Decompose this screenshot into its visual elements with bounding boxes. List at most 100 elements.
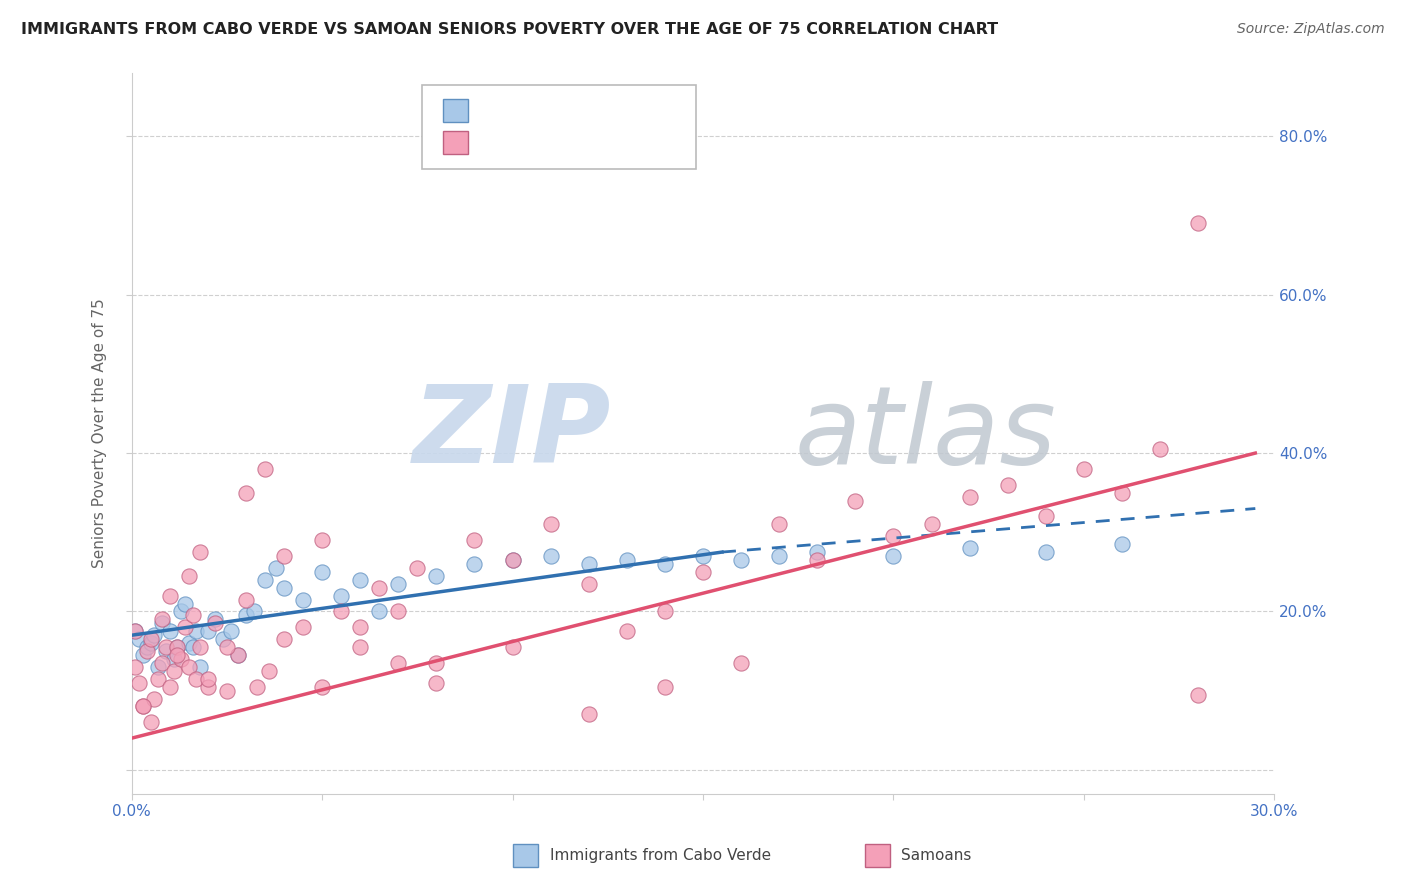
Text: Immigrants from Cabo Verde: Immigrants from Cabo Verde (550, 848, 770, 863)
Point (132, 699, 155, 714)
Point (730, 656, 752, 670)
Point (330, 589, 353, 603)
Point (148, 672, 170, 686)
Point (1035, 509, 1057, 524)
Text: atlas: atlas (794, 381, 1056, 486)
Point (387, 605, 409, 619)
Point (253, 573, 276, 587)
Point (654, 557, 676, 571)
Point (188, 660, 211, 674)
Point (502, 553, 524, 567)
Point (188, 545, 211, 559)
Text: IMMIGRANTS FROM CABO VERDE VS SAMOAN SENIORS POVERTY OVER THE AGE OF 75 CORRELAT: IMMIGRANTS FROM CABO VERDE VS SAMOAN SEN… (21, 22, 998, 37)
Point (692, 549, 714, 563)
Point (502, 640, 524, 654)
Point (124, 660, 146, 674)
Point (273, 549, 295, 563)
Point (1073, 462, 1095, 476)
Point (150, 656, 173, 670)
Y-axis label: Seniors Poverty Over the Age of 75: Seniors Poverty Over the Age of 75 (93, 299, 107, 568)
Point (311, 565, 333, 579)
Point (150, 616, 173, 631)
Point (921, 517, 943, 532)
Point (578, 576, 600, 591)
Point (155, 644, 177, 658)
Point (1187, 216, 1209, 230)
Point (266, 561, 288, 575)
Point (578, 707, 600, 722)
Point (166, 640, 188, 654)
Point (349, 640, 371, 654)
Point (150, 612, 173, 626)
Point (139, 636, 162, 650)
Point (235, 592, 257, 607)
Point (197, 680, 219, 694)
Point (132, 648, 155, 662)
Point (159, 589, 181, 603)
Point (349, 620, 371, 634)
Point (148, 660, 170, 674)
Point (463, 533, 485, 548)
Point (959, 541, 981, 555)
Point (181, 608, 204, 623)
Point (768, 549, 790, 563)
Point (219, 624, 242, 639)
Point (368, 581, 391, 595)
Point (166, 648, 188, 662)
Point (188, 640, 211, 654)
Point (139, 632, 162, 647)
Point (330, 605, 353, 619)
Point (242, 605, 264, 619)
Point (181, 640, 204, 654)
Point (616, 553, 638, 567)
Point (197, 624, 219, 639)
Point (204, 612, 226, 626)
Point (502, 553, 524, 567)
Point (132, 699, 155, 714)
Point (387, 576, 409, 591)
Point (292, 592, 315, 607)
Point (128, 632, 150, 647)
Point (692, 565, 714, 579)
Point (204, 616, 226, 631)
Point (730, 553, 752, 567)
Point (166, 640, 188, 654)
Point (246, 680, 269, 694)
Point (273, 581, 295, 595)
Point (406, 561, 429, 575)
Point (215, 683, 238, 698)
Text: Source: ZipAtlas.com: Source: ZipAtlas.com (1237, 22, 1385, 37)
Point (159, 680, 181, 694)
Point (1111, 537, 1133, 551)
Point (226, 648, 249, 662)
Point (540, 549, 562, 563)
Point (882, 549, 904, 563)
Point (273, 632, 295, 647)
Text: Samoans: Samoans (901, 848, 972, 863)
Point (387, 656, 409, 670)
Point (1035, 545, 1057, 559)
Point (292, 620, 315, 634)
Text: R = 0.235   N = 49: R = 0.235 N = 49 (479, 102, 650, 120)
Point (162, 664, 184, 678)
Point (170, 652, 193, 666)
Text: ZIP: ZIP (413, 380, 612, 486)
Text: R = 0.505   N = 75: R = 0.505 N = 75 (479, 134, 650, 152)
Point (540, 517, 562, 532)
Point (186, 672, 208, 686)
Point (155, 640, 177, 654)
Point (806, 545, 828, 559)
Point (186, 624, 208, 639)
Point (174, 620, 197, 634)
Point (128, 675, 150, 690)
Point (135, 644, 157, 658)
Point (257, 664, 280, 678)
Point (768, 517, 790, 532)
Point (425, 569, 447, 583)
Point (616, 624, 638, 639)
Point (170, 605, 193, 619)
Point (235, 608, 257, 623)
Point (124, 624, 146, 639)
Point (139, 715, 162, 730)
Point (844, 493, 866, 508)
